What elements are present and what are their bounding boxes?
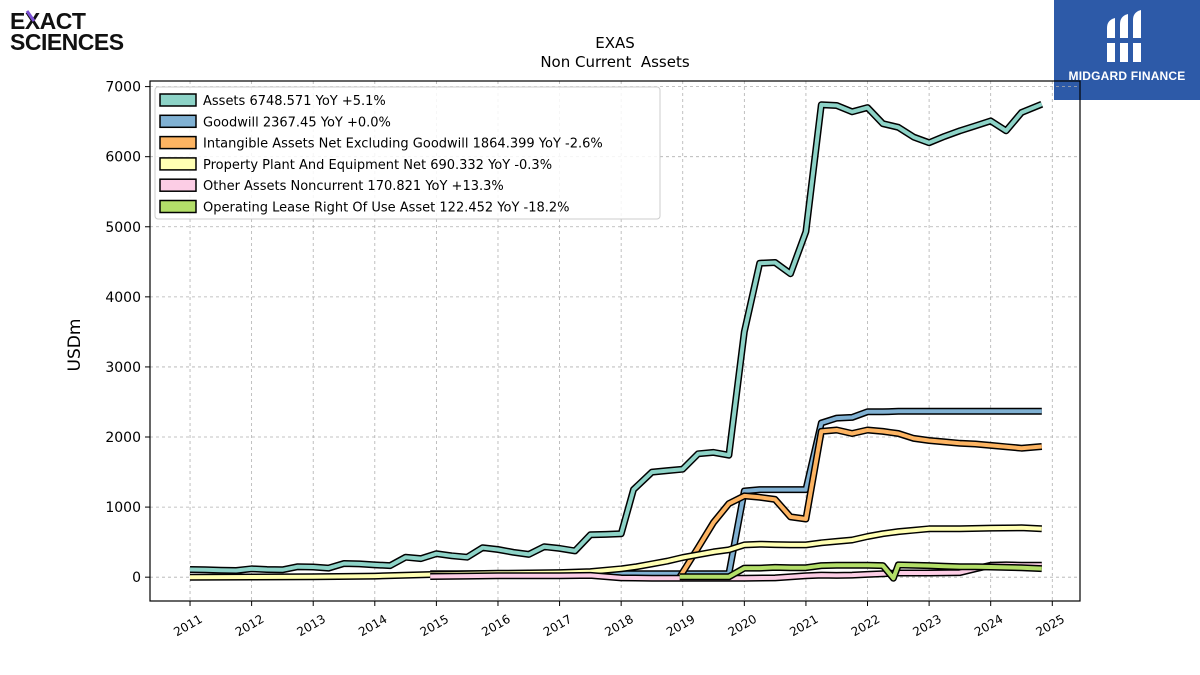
y-tick-label: 7000 [105,80,141,96]
series-goodwill [430,407,1042,578]
y-tick-label: 4000 [105,290,141,306]
x-tick-label: 2021 [787,612,820,639]
midgard-monogram-icon [1105,10,1145,62]
legend-swatch [159,157,197,171]
legend-entry: Operating Lease Right Of Use Asset 122.4… [203,201,570,216]
exact-sciences-logo: EXACT SCIENCES [10,10,140,54]
legend-box [154,86,661,220]
x-tick-label: 2012 [233,612,266,639]
series-line [430,409,1042,576]
legend: Assets 6748.571 YoY +5.1% Goodwill 2367.4… [154,86,661,220]
legend-entry: Intangible Assets Net Excluding Goodwill… [203,137,603,152]
midgard-finance-logo: MIDGARD FINANCE [1054,0,1200,100]
logo-x-accent-icon [25,10,36,22]
legend-swatch [159,114,197,129]
series-line [678,428,1042,579]
x-tick-label: 2015 [418,612,451,639]
x-tick-label: 2018 [602,612,635,639]
midgard-finance-name: MIDGARD FINANCE [1068,69,1186,83]
x-tick-label: 2016 [479,612,512,639]
x-tick-label: 2024 [972,612,1005,639]
x-tick-label: 2025 [1034,612,1067,639]
chart-subtitle: Non Current Assets [540,53,690,71]
legend-entry: Property Plant And Equipment Net 690.332… [203,158,552,173]
series-operating-lease-right-of-use-asset [679,561,1042,582]
series-intangible-assets-net-excluding-goodwill [676,426,1043,580]
series-line [189,102,1043,573]
legend-swatch [159,135,197,150]
y-tick-label: 1000 [105,500,141,516]
plot-frame [149,80,1081,602]
x-tick-label: 2013 [294,612,327,639]
y-tick-label: 2000 [105,430,141,446]
y-tick-label: 0 [132,570,141,586]
x-tick-label: 2023 [910,612,943,639]
logo-line-2: SCIENCES [10,29,124,55]
y-axis-label: USDm [65,319,85,372]
series-line [679,562,1042,581]
x-tick-label: 2014 [356,612,389,639]
legend-entry: Goodwill 2367.45 YoY +0.0% [203,115,391,130]
chart-title: EXAS [595,34,635,52]
y-tick-label: 6000 [105,150,141,166]
legend-entry: Other Assets Noncurrent 170.821 YoY +13.… [203,179,504,194]
legend-swatch [159,199,197,214]
legend-swatch [159,93,197,107]
x-tick-label: 2022 [849,612,882,639]
legend-entry: Assets 6748.571 YoY +5.1% [203,94,386,109]
legend-swatch [159,178,197,192]
series-layer [189,100,1044,582]
x-tick-label: 2011 [171,612,204,639]
y-tick-label: 5000 [105,220,141,236]
x-tick-label: 2017 [541,612,574,639]
y-tick-label: 3000 [105,360,141,376]
x-tick-label: 2020 [726,612,759,639]
series-assets [189,100,1044,574]
x-tick-label: 2019 [664,612,697,639]
